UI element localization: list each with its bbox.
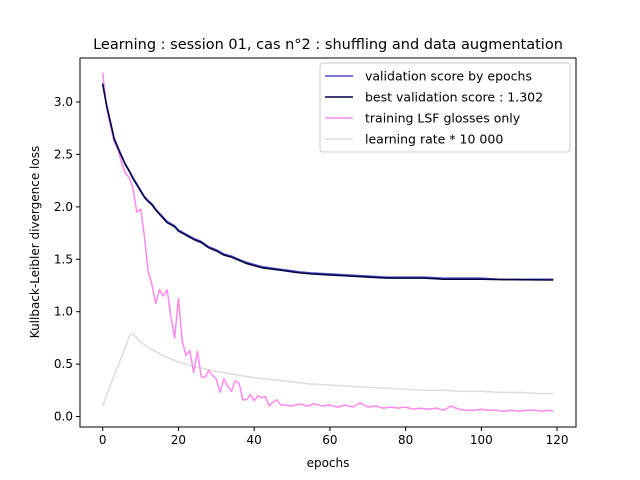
y-tick-label: 1.0 [54, 305, 73, 319]
legend-box [319, 62, 571, 153]
legend-label: training LSF glosses only [365, 111, 521, 126]
y-tick-label: 2.5 [54, 147, 73, 161]
x-axis-label: epochs [307, 456, 350, 470]
legend-label: best validation score : 1.302 [365, 90, 543, 105]
y-axis-ticks: 0.0 0.5 1.0 1.5 2.0 2.5 3.0 [54, 95, 80, 424]
y-tick-label: 0.5 [54, 357, 73, 371]
x-tick-label: 80 [398, 433, 413, 447]
legend: validation score by epochs best validatio… [319, 62, 571, 153]
series-layer [101, 72, 554, 413]
series-line-3 [101, 332, 554, 407]
x-axis-ticks: 0 20 40 60 80 100 120 [99, 427, 569, 447]
chart-title: Learning : session 01, cas n°2 : shuffli… [93, 37, 563, 53]
legend-label: learning rate * 10 000 [365, 132, 503, 147]
legend-items: validation score by epochs best validatio… [325, 69, 543, 147]
x-tick-label: 120 [546, 433, 569, 447]
x-tick-label: 40 [247, 433, 262, 447]
x-tick-label: 20 [171, 433, 186, 447]
series-line-2 [101, 72, 554, 413]
series-line-1 [101, 84, 554, 281]
x-tick-label: 100 [470, 433, 493, 447]
x-tick-label: 60 [322, 433, 337, 447]
axes-frame [79, 57, 577, 428]
legend-label: validation score by epochs [365, 69, 532, 84]
y-tick-label: 2.0 [54, 200, 73, 214]
y-tick-label: 1.5 [54, 252, 73, 266]
y-tick-label: 3.0 [54, 95, 73, 109]
x-tick-label: 0 [99, 433, 107, 447]
y-tick-label: 0.0 [54, 410, 73, 424]
plot-area: 0 20 40 60 80 100 120 0.0 0.5 1.0 1.5 2.0 2.5 3.0 [54, 57, 577, 447]
y-axis-label: Kullback-Leibler divergence loss [28, 146, 42, 338]
